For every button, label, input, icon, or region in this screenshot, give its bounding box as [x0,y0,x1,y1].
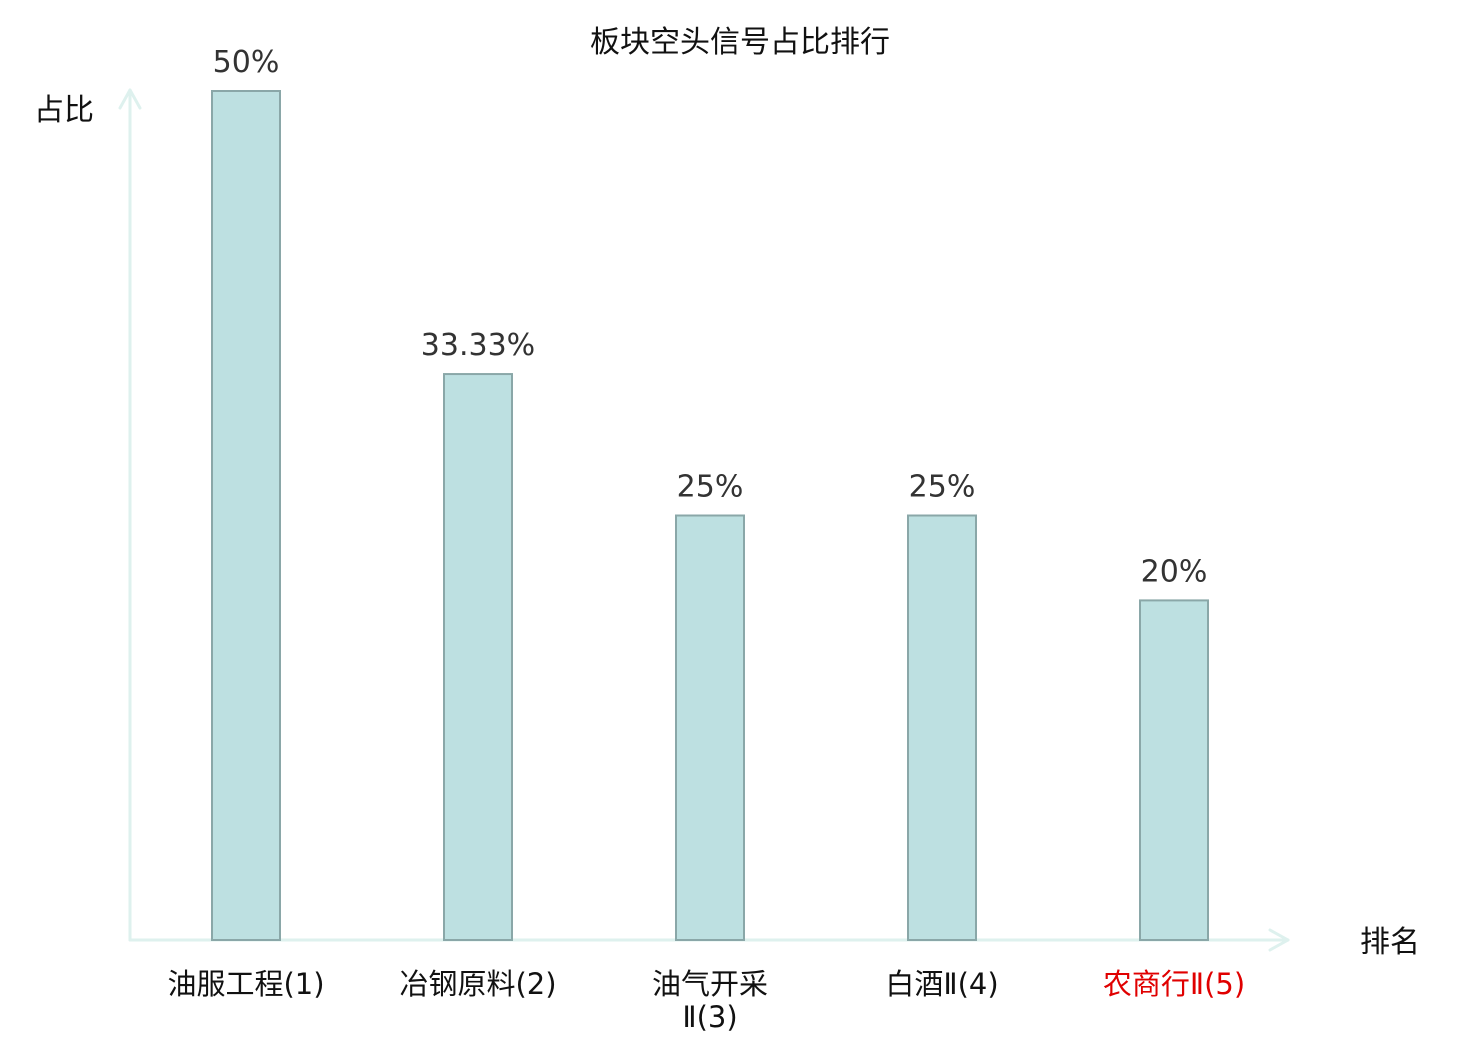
bar-1 [211,90,281,941]
bar-4 [907,514,977,941]
value-labels: 50% 33.33% 25% 25% 20% [213,45,1208,589]
x-axis-arrow [1268,928,1290,952]
value-label-3: 25% [677,470,744,505]
category-label-4: 白酒Ⅱ(4) [885,967,998,1001]
category-label-5: 农商行Ⅱ(5) [1103,967,1245,1001]
bars [211,90,1209,942]
category-label-1: 油服工程(1) [167,967,324,1001]
category-label-3-line-1: 油气开采 [652,967,768,1001]
y-axis-label: 占比 [34,93,94,128]
bar-5 [1139,599,1209,942]
bar-3 [675,514,745,941]
bar-2 [443,373,513,942]
category-label-3-line-2: Ⅱ(3) [682,1000,737,1034]
value-label-5: 20% [1141,554,1208,589]
value-label-1: 50% [213,45,280,80]
y-axis-arrow [118,88,142,110]
value-label-4: 25% [909,470,976,505]
value-label-2: 33.33% [421,328,535,363]
x-axis-label: 排名 [1360,925,1420,960]
category-label-2: 冶钢原料(2) [399,967,556,1001]
chart-title: 板块空头信号占比排行 [590,25,890,60]
